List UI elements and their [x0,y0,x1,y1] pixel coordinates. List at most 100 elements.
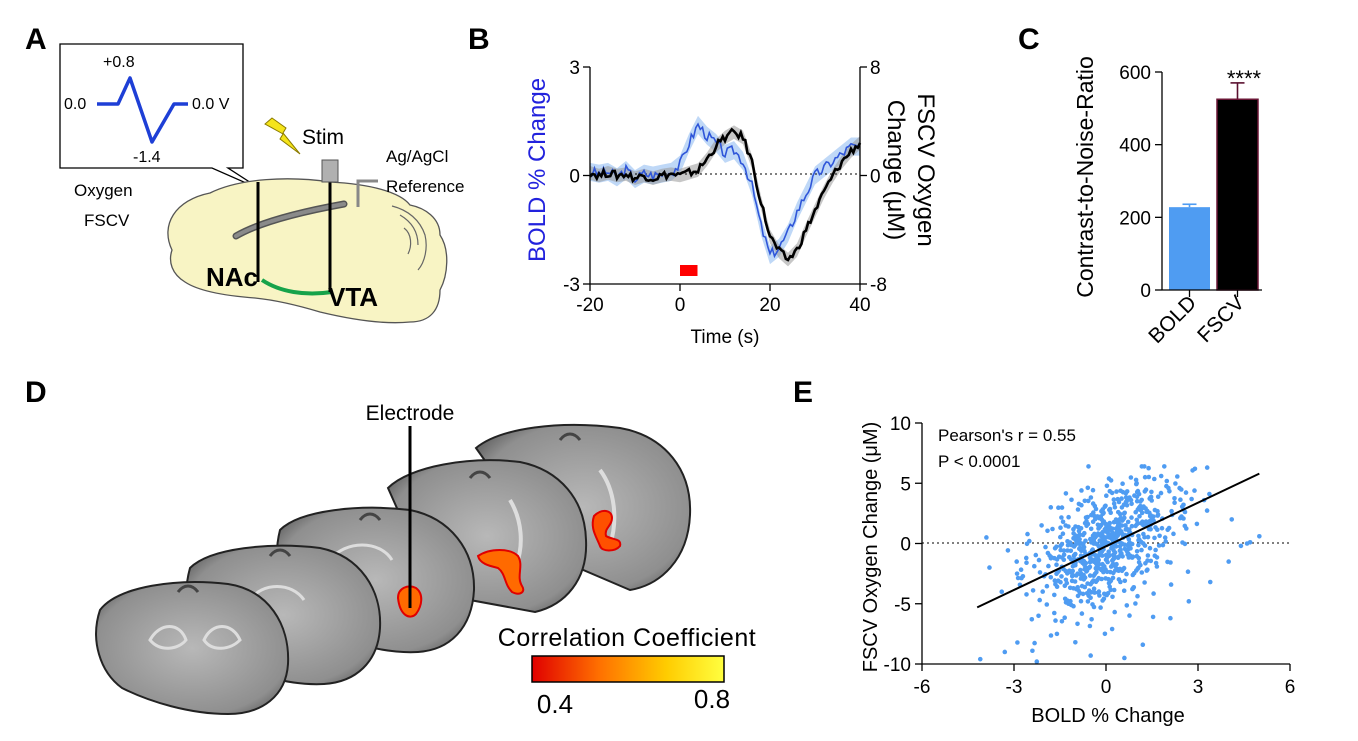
waveform-end-label: 0.0 V [192,96,230,113]
panel-e-ytick-label: 10 [890,414,911,435]
panel-label-e: E [793,376,813,409]
scatter-point [1111,587,1117,593]
scatter-point [1163,539,1168,544]
scatter-point [1015,575,1021,581]
panel-b-xtick-label: 0 [675,295,686,316]
scatter-point [1050,526,1055,532]
scatter-point [1146,474,1152,480]
scatter-point [1142,464,1147,469]
scatter-point [1127,613,1132,618]
scatter-point [1164,478,1170,484]
scatter-point [1090,487,1096,493]
scatter-point [1135,593,1140,599]
scatter-point [1103,503,1108,509]
panel-e-xtick-label: 3 [1193,677,1204,698]
scatter-point [1087,564,1093,570]
scatter-point [1058,525,1063,530]
scatter-point [1090,547,1095,552]
scatter-point [1124,489,1130,494]
scatter-point [1048,574,1054,580]
scatter-point [1059,541,1065,547]
scatter-point [1112,505,1118,510]
scatter-point [1142,474,1148,480]
scatter-point [1134,517,1140,523]
scatter-point [1075,585,1080,590]
waveform-start-label: 0.0 [64,96,86,113]
scatter-point [1097,593,1102,598]
scatter-point [1095,522,1101,528]
scatter-point [1097,551,1103,556]
scatter-point [1111,551,1117,557]
scatter-point [1107,520,1112,526]
scatter-point [1101,510,1106,516]
scatter-point [1140,642,1146,648]
scatter-point [1098,605,1103,610]
region-nac-label: NAc [206,262,258,292]
scatter-point [1023,555,1029,561]
scatter-point [1155,527,1160,532]
scatter-point [1207,491,1212,497]
scatter-point [1121,565,1127,571]
scatter-point [1127,527,1132,532]
panel-b-ytick-left-label: 0 [569,167,580,188]
scatter-point [1088,595,1093,601]
scatter-point [1024,592,1029,597]
scatter-point [1162,535,1168,540]
panel-c-ytick-label: 400 [1119,136,1151,157]
scatter-point [1173,481,1178,486]
scatter-point [1112,609,1117,615]
scatter-point [1155,508,1160,514]
scatter-point [1181,502,1186,508]
scatter-point [1134,553,1140,559]
scatter-point [1107,552,1112,558]
scatter-point [1124,603,1130,608]
scatter-point [1014,559,1019,564]
scatter-point [1128,475,1134,480]
scatter-point [1039,523,1044,528]
scatter-point [1154,564,1160,569]
scatter-point [1103,576,1108,581]
scatter-point [1122,515,1127,521]
scatter-point [1036,557,1042,563]
probe-label-line1: Oxygen [74,181,133,200]
scatter-point [1069,497,1074,503]
waveform-callout: +0.8 0.0 0.0 V -1.4 [59,43,263,191]
scatter-point [1192,488,1197,493]
scatter-point [1142,489,1148,494]
scatter-point [1111,497,1117,502]
scatter-point [1116,554,1122,560]
scatter-point [1167,489,1172,494]
stim-connector [321,159,339,183]
scatter-point [1108,478,1114,483]
scatter-point [1129,523,1135,529]
panel-e-xlabel: BOLD % Change [1031,705,1184,727]
scatter-point [1072,579,1078,584]
scatter-point [1207,579,1213,585]
scatter-point [1190,468,1195,473]
scatter-point [1122,655,1127,661]
colorbar-title: Correlation Coefficient [498,624,756,652]
scatter-point [1045,550,1051,556]
scatter-point [1052,610,1057,616]
panel-e-ytick-label: 0 [900,535,911,556]
panel-c-category-label: BOLD [1144,291,1201,348]
scatter-point [1096,575,1101,581]
scatter-point [1153,547,1158,553]
scatter-point [1079,611,1085,616]
panel-c-category-label: FSCV [1193,291,1249,347]
scatter-point [1127,540,1132,545]
scatter-point [1054,562,1059,567]
panel-b-ytick-left-label: -3 [563,275,580,296]
scatter-point [1186,599,1192,604]
scatter-point [1156,543,1162,548]
scatter-point [1106,549,1111,554]
scatter-point [1052,578,1058,583]
scatter-point [1133,477,1139,483]
scatter-point [1082,498,1088,504]
scatter-point [1094,569,1099,575]
scatter-point [1056,554,1062,559]
stimulus-bar [680,265,698,276]
scatter-point [1105,591,1111,596]
panel-c-bar-fscv [1216,98,1259,291]
